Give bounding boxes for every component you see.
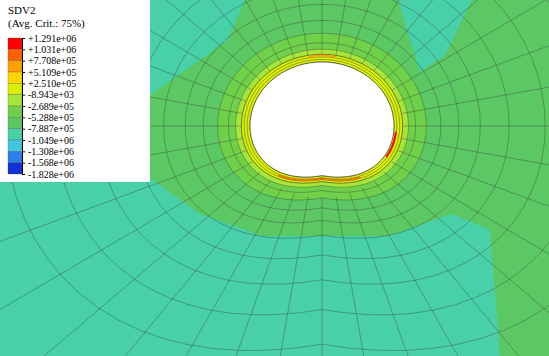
mesh-line [135,0,509,259]
tick: -8.943e+03 [22,89,74,100]
tick: +2.510e+05 [22,78,76,89]
mesh-line [228,43,415,193]
tunnel-opening [250,62,394,177]
tick-label: -2.689e+05 [28,101,74,112]
mesh-line [401,4,549,113]
legend: SDV2(Avg. Crit.: 75%) +1.291e+06+1.031e+0… [0,0,150,182]
mesh-line [200,197,308,356]
mesh-line [401,138,549,247]
mesh-line [336,197,444,356]
field-region [0,178,500,356]
tick-mark [22,174,25,175]
mesh-line [164,0,481,238]
colorbar-cell [8,83,22,94]
field-region [236,49,409,187]
tick-label: -1.828e+06 [28,169,74,180]
tick-mark [22,151,25,152]
tick-label: -1.308e+06 [28,146,74,157]
tick-mark [22,61,25,62]
colorbar-cell [8,151,22,162]
tick-mark [22,38,25,39]
tick-label: +7.708e+05 [28,55,76,66]
colorbar-cell [8,106,22,117]
colorbar-cell [8,61,22,72]
mesh-line [0,162,252,356]
mesh-line [185,4,459,223]
tick-label: -8.943e+03 [28,89,74,100]
mesh-line [244,57,400,181]
colorbar-cell [8,129,22,140]
lining [241,54,402,183]
tick-label: +1.031e+06 [28,44,76,55]
tick-mark [22,72,25,73]
colorbar-cell [8,38,22,49]
mesh-line [322,0,323,54]
mesh-line [374,181,549,356]
tick: -7.887e+05 [22,123,74,134]
mesh-line [0,172,260,356]
axis-line [23,39,26,175]
tick-mark [22,95,25,96]
lining-peak [308,56,336,57]
tick: +1.291e+06 [22,33,76,44]
mesh-line [83,193,295,356]
mesh-line [322,198,323,356]
tick-mark [22,106,25,107]
tick: -1.308e+06 [22,146,74,157]
colorbar-cell [8,140,22,151]
tick-mark [22,83,25,84]
mesh-line [403,126,549,127]
title: SDV2 [8,4,36,16]
colorbar-cell [8,49,22,60]
tick-label: +2.510e+05 [28,78,76,89]
mesh-line [392,162,549,356]
mesh-line [350,0,549,59]
mesh-line [362,188,549,356]
tick: +7.708e+05 [22,55,76,66]
colorbar-cell [8,95,22,106]
mesh-line [398,0,549,101]
mesh-line [203,20,441,210]
tick: -2.689e+05 [22,101,74,112]
contour-field [0,0,549,356]
tick: -1.049e+06 [22,135,74,146]
mesh-line [236,49,409,187]
tick: +5.109e+05 [22,67,76,78]
colorbar-cell [8,163,22,174]
tick-mark [22,117,25,118]
tick-label: -7.887e+05 [28,123,74,134]
field-background [0,0,549,356]
colorbar-axis: +1.291e+06+1.031e+06+7.708e+05+5.109e+05… [22,33,76,180]
colorbar-cell [8,72,22,83]
subtitle: (Avg. Crit.: 75%) [8,17,85,30]
tick: -1.568e+06 [22,157,74,168]
tick-label: -5.288e+05 [28,112,74,123]
colorbar-cell [8,117,22,128]
tick-mark [22,140,25,141]
tick-mark [22,163,25,164]
field-region [218,33,427,200]
chart: SDV2(Avg. Crit.: 75%) +1.291e+06+1.031e+0… [0,0,549,356]
tick-label: -1.049e+06 [28,135,74,146]
legend-background [0,0,150,182]
mesh-line [374,0,549,71]
tick-mark [22,49,25,50]
tick: +1.031e+06 [22,44,76,55]
mesh-line [218,33,427,200]
mesh-line [384,172,549,356]
tick: -5.288e+05 [22,112,74,123]
tick: -1.828e+06 [22,169,74,180]
mesh-line [247,59,397,179]
tick-mark [22,129,25,130]
mesh-line [99,0,545,284]
tick-label: +5.109e+05 [28,67,76,78]
tick-label: +1.291e+06 [28,33,76,44]
tick-label: -1.568e+06 [28,157,74,168]
